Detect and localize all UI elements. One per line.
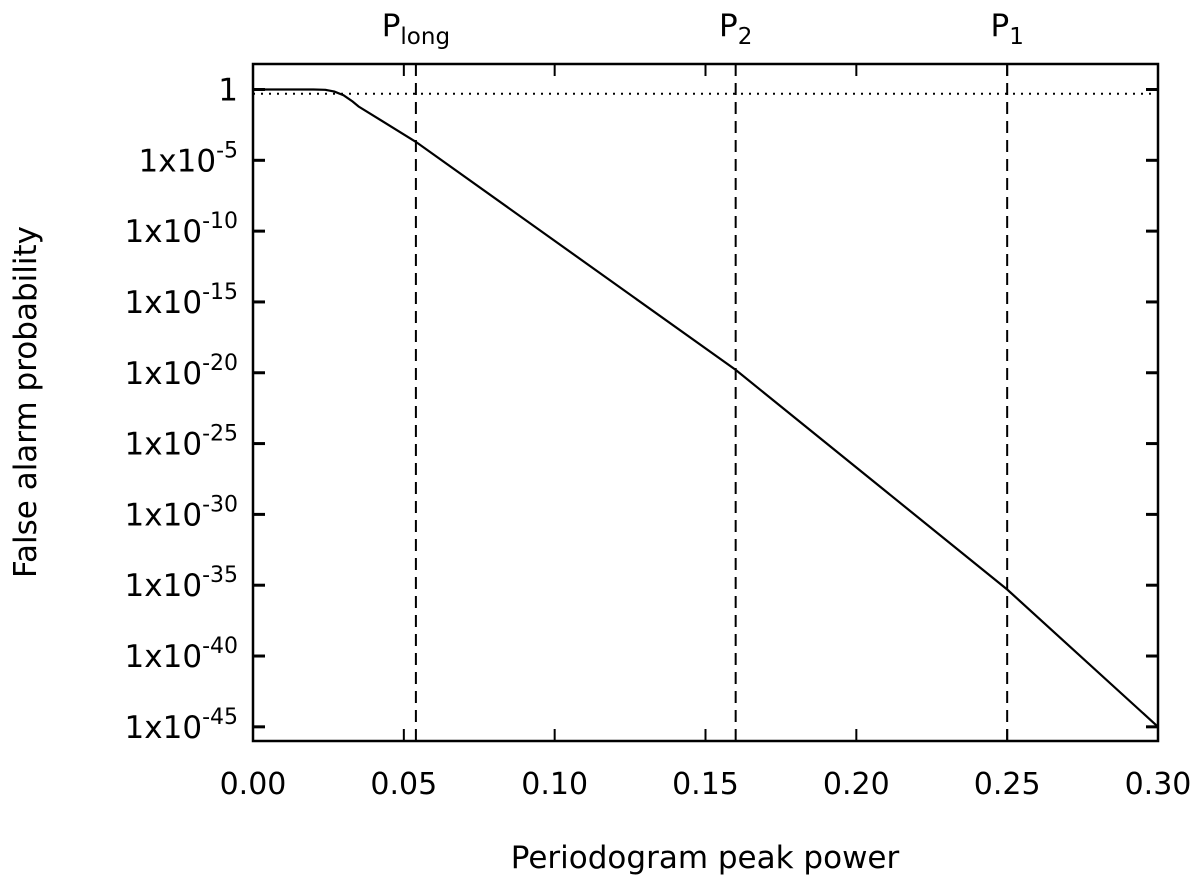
x-tick-label: 0.20 [823, 767, 890, 802]
x-tick-label: 0.15 [672, 767, 739, 802]
y-tick-label: 1x10-20 [125, 351, 238, 392]
y-axis-label: False alarm probability [8, 226, 44, 578]
x-tick-label: 0.25 [974, 767, 1041, 802]
x-tick-label: 0.10 [521, 767, 588, 802]
y-tick-label: 1x10-40 [125, 634, 238, 675]
y-tick-label: 1 [218, 72, 238, 108]
x-tick-label: 0.05 [370, 767, 437, 802]
x-tick-label: 0.30 [1125, 767, 1192, 802]
plot-frame [251, 62, 1160, 743]
y-tick-label: 1x10-35 [125, 563, 238, 604]
period-label-1: P1 [990, 8, 1023, 50]
period-label-2: P2 [719, 8, 752, 50]
period-labels: Plong P2 P1 [382, 8, 1024, 50]
x-axis-ticks: 0.00 0.05 0.10 0.15 0.20 0.25 0.30 [220, 64, 1192, 802]
period-label-long: Plong [382, 8, 450, 50]
reference-lines [253, 64, 1158, 741]
fap-curve [253, 88, 1159, 728]
y-tick-label: 1x10-25 [125, 422, 238, 463]
y-tick-label: 1x10-10 [125, 209, 238, 250]
x-tick-label: 0.00 [220, 767, 287, 802]
y-tick-label: 1x10-5 [139, 138, 238, 179]
y-tick-label: 1x10-30 [125, 492, 238, 533]
y-tick-label: 1x10-45 [125, 705, 238, 746]
y-tick-label: 1x10-15 [125, 280, 238, 321]
x-axis-label: Periodogram peak power [511, 840, 900, 876]
y-axis-ticks: 1 1x10-5 1x10-10 1x10-15 1x10-20 1x10-25 1x10-… [125, 72, 1158, 746]
